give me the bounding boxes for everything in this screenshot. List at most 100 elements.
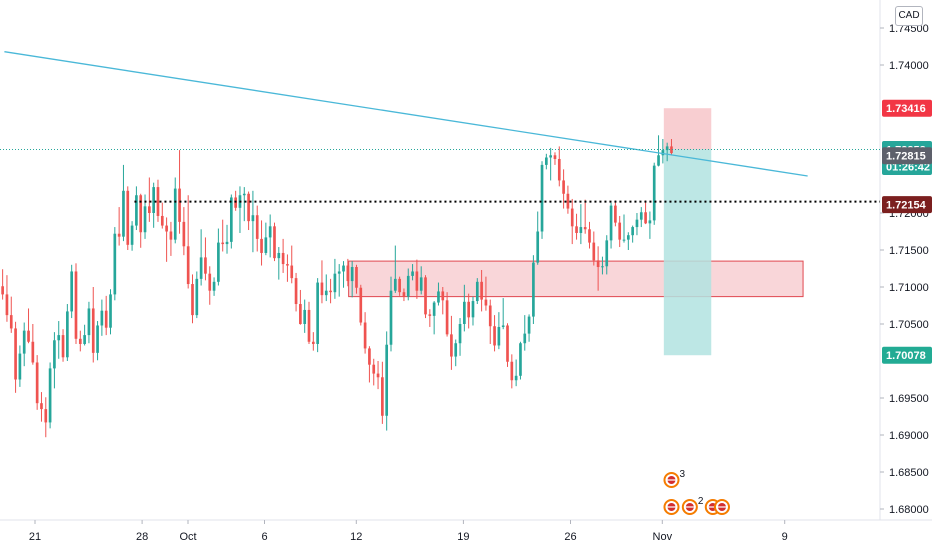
candle-body	[601, 266, 604, 268]
candle-body	[644, 212, 647, 224]
candle-body	[324, 290, 328, 296]
event-count-label: 2	[698, 496, 704, 507]
support-price-badge-bg	[882, 196, 932, 214]
candle-body	[652, 165, 656, 221]
stop-price-badge-text: 1.70078	[886, 350, 926, 362]
time-tick-label: 6	[261, 531, 267, 543]
candle-body	[493, 326, 496, 346]
candle-body	[588, 229, 591, 243]
candle-body	[260, 238, 263, 253]
candle-body	[605, 240, 609, 267]
candle-body	[122, 190, 125, 237]
candle-body	[553, 155, 557, 159]
countdown-badge-text: 01:26:42	[886, 162, 930, 174]
candle-body	[251, 215, 255, 222]
economic-events[interactable]: 32	[663, 469, 730, 515]
candle-body	[311, 341, 315, 344]
candle-body	[510, 361, 514, 381]
candle-body	[389, 290, 393, 345]
candle-body	[385, 344, 389, 416]
stop-price-badge-bg	[882, 346, 932, 364]
candle-body	[342, 265, 345, 272]
candle-body	[83, 335, 86, 344]
candle-body	[488, 305, 492, 327]
candle-body	[635, 219, 639, 228]
candle-body	[450, 334, 453, 357]
candle-body	[475, 281, 479, 302]
time-tick-label: Nov	[653, 531, 673, 543]
candle-body	[514, 375, 518, 381]
candle-body	[156, 187, 160, 216]
candle-body	[35, 362, 39, 404]
candle-body	[160, 215, 164, 226]
event-flag-icon	[663, 499, 680, 515]
time-axis[interactable]: 21 28 Oct 6 12 19 26 Nov 9	[29, 520, 788, 543]
candle-body	[169, 231, 173, 240]
candle-body	[264, 237, 268, 253]
candle-body	[277, 252, 281, 259]
candle-body	[48, 368, 52, 423]
candle-body	[130, 225, 134, 245]
candle-body	[14, 328, 17, 380]
candle-body	[294, 278, 298, 305]
candle-body	[299, 304, 302, 324]
candle-body	[18, 353, 22, 380]
candle-body	[419, 277, 423, 291]
candle-body	[631, 227, 634, 236]
candle-body	[639, 212, 643, 220]
candle-body	[178, 188, 181, 222]
candle-body	[411, 271, 414, 276]
candle-body	[148, 206, 151, 213]
candle-body	[186, 246, 190, 285]
candle-body	[614, 205, 617, 223]
candle-body	[44, 409, 48, 423]
candle-body	[532, 262, 535, 317]
candle-body	[441, 291, 445, 301]
price-tick-label: 1.68500	[889, 467, 929, 479]
candle-body	[661, 150, 665, 156]
candle-body	[359, 287, 363, 323]
event-flag-icon: 2	[681, 496, 704, 515]
candle-body	[27, 330, 30, 342]
candle-body	[592, 242, 596, 261]
candle-body	[463, 301, 466, 324]
candle-body	[445, 300, 449, 335]
candle-body	[281, 252, 285, 265]
time-tick-label: 9	[782, 531, 788, 543]
candle-body	[247, 193, 250, 222]
candle-body	[566, 193, 570, 209]
candle-body	[191, 284, 194, 316]
candle-body	[363, 322, 367, 349]
price-tick-label: 1.69000	[889, 430, 929, 442]
candle-body	[381, 377, 384, 416]
candle-body	[290, 265, 294, 279]
candle-body	[91, 308, 95, 353]
candle-body	[1, 286, 4, 295]
candle-body	[135, 195, 138, 226]
candle-body	[96, 325, 99, 353]
candle-body	[229, 197, 233, 242]
candle-body	[100, 310, 104, 326]
candle-body	[596, 260, 600, 268]
time-tick-label: 26	[564, 531, 576, 543]
candle-body	[22, 330, 26, 354]
candle-body	[57, 335, 61, 341]
candle-body	[506, 325, 509, 362]
trendline	[4, 51, 808, 177]
candle-body	[66, 311, 69, 358]
candle-body	[428, 314, 432, 316]
candle-body	[346, 265, 350, 282]
candle-body	[467, 301, 471, 318]
candle-body	[199, 257, 203, 279]
price-tick-label: 1.69500	[889, 393, 929, 405]
target-price-badge-text: 1.73416	[886, 103, 926, 115]
candle-body	[626, 235, 630, 240]
price-axis[interactable]: 1.745001.740001.720001.715001.710001.705…	[880, 23, 932, 516]
candle-body	[337, 271, 341, 274]
time-tick-label: 21	[29, 531, 41, 543]
candle-body	[424, 277, 427, 315]
currency-label[interactable]: CAD	[895, 6, 923, 26]
candle-body	[372, 364, 376, 374]
candle-body	[139, 195, 143, 233]
